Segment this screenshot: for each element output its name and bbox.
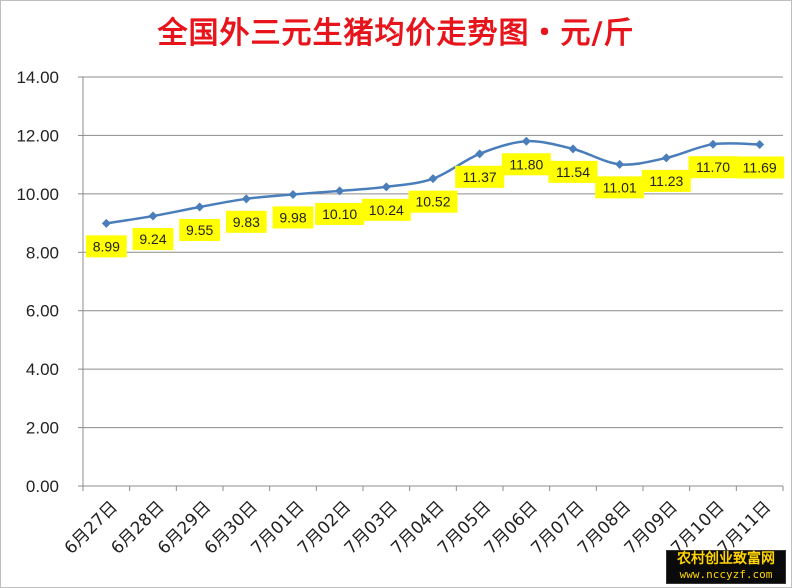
watermark-logo: 农村创业致富网 www.nccyzf.com bbox=[666, 550, 786, 584]
y-tick-label: 2.00 bbox=[26, 419, 59, 438]
y-tick-label: 14.00 bbox=[16, 68, 59, 87]
data-label-bg bbox=[501, 153, 551, 176]
watermark-url: www.nccyzf.com bbox=[679, 568, 773, 581]
data-point-marker bbox=[755, 139, 765, 149]
data-point-marker bbox=[708, 139, 718, 149]
y-tick-label: 10.00 bbox=[16, 185, 59, 204]
data-point-marker bbox=[615, 159, 625, 169]
data-label-bg bbox=[361, 198, 411, 221]
axes bbox=[78, 76, 784, 491]
data-point-marker bbox=[148, 211, 158, 221]
gridlines bbox=[83, 76, 783, 487]
data-label-bg bbox=[688, 156, 738, 179]
data-label-bg bbox=[735, 156, 785, 179]
data-label: 11.23 bbox=[649, 173, 683, 189]
y-tick-label: 6.00 bbox=[26, 302, 59, 321]
data-label: 11.80 bbox=[509, 156, 543, 172]
watermark-title: 农村创业致富网 bbox=[677, 551, 775, 567]
data-label: 11.70 bbox=[696, 159, 730, 175]
data-point-marker bbox=[475, 149, 485, 159]
data-label-bg bbox=[179, 219, 221, 242]
data-labels: 8.99 9.24 9.55 9.83 9.98 10.10 10.24 10.52 11.37… bbox=[85, 153, 785, 258]
chart-title: 全国外三元生猪均价走势图・元/斤 bbox=[157, 16, 635, 51]
y-tick-label: 0.00 bbox=[26, 477, 59, 496]
y-tick-label: 4.00 bbox=[26, 360, 59, 379]
data-label-bg bbox=[225, 210, 267, 233]
data-point-marker bbox=[288, 189, 298, 199]
data-label: 11.37 bbox=[463, 169, 497, 185]
data-label: 8.99 bbox=[93, 238, 120, 254]
data-label: 9.24 bbox=[139, 231, 166, 247]
data-label-bg bbox=[595, 176, 645, 199]
data-point-marker bbox=[381, 182, 391, 192]
data-label: 10.52 bbox=[415, 194, 450, 210]
y-axis-ticks: 0.00 2.00 4.00 6.00 8.00 10.00 12.00 14.00 bbox=[16, 68, 59, 496]
data-label-bg bbox=[548, 160, 598, 183]
data-label: 10.24 bbox=[369, 202, 404, 218]
data-point-marker bbox=[428, 174, 438, 184]
data-point-marker bbox=[521, 136, 531, 146]
y-tick-label: 12.00 bbox=[16, 126, 59, 145]
data-label-bg bbox=[455, 165, 505, 188]
data-label-bg bbox=[132, 228, 174, 251]
data-label-bg bbox=[85, 235, 127, 258]
data-point-marker bbox=[195, 202, 205, 212]
series-line-group bbox=[101, 136, 765, 228]
data-label-bg bbox=[315, 202, 365, 225]
data-label: 9.98 bbox=[279, 209, 306, 225]
data-label: 11.54 bbox=[556, 164, 590, 180]
data-label: 9.83 bbox=[233, 214, 260, 230]
data-label-bg bbox=[641, 169, 691, 192]
data-point-marker bbox=[101, 218, 111, 228]
data-label-bg bbox=[272, 206, 314, 229]
data-point-marker bbox=[335, 186, 345, 196]
data-label: 11.01 bbox=[603, 179, 637, 195]
data-point-marker bbox=[241, 194, 251, 204]
data-label: 11.69 bbox=[743, 159, 777, 175]
data-label-bg bbox=[408, 190, 458, 213]
y-tick-label: 8.00 bbox=[26, 243, 59, 262]
data-point-marker bbox=[568, 144, 578, 154]
data-label: 10.10 bbox=[322, 206, 357, 222]
data-point-marker bbox=[661, 153, 671, 163]
data-label: 9.55 bbox=[186, 222, 213, 238]
